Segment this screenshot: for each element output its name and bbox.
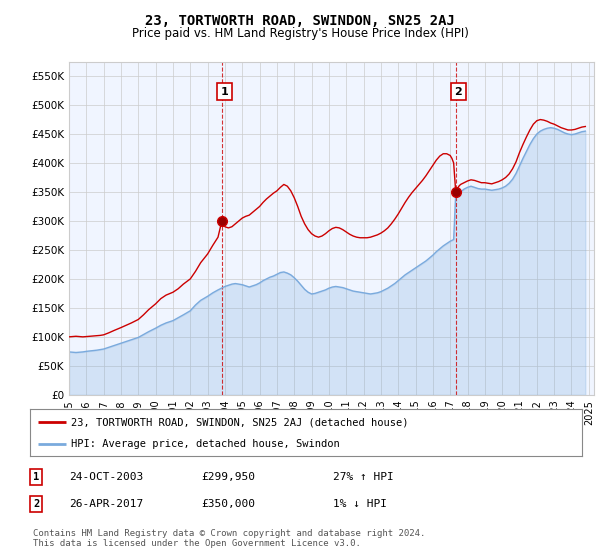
Text: Contains HM Land Registry data © Crown copyright and database right 2024.
This d: Contains HM Land Registry data © Crown c… (33, 529, 425, 548)
Text: 23, TORTWORTH ROAD, SWINDON, SN25 2AJ (detached house): 23, TORTWORTH ROAD, SWINDON, SN25 2AJ (d… (71, 417, 409, 427)
Text: 27% ↑ HPI: 27% ↑ HPI (333, 472, 394, 482)
Text: 1: 1 (221, 87, 228, 96)
Text: 26-APR-2017: 26-APR-2017 (69, 499, 143, 509)
Text: 1: 1 (33, 472, 39, 482)
Text: 2: 2 (454, 87, 462, 96)
Text: 24-OCT-2003: 24-OCT-2003 (69, 472, 143, 482)
Text: 23, TORTWORTH ROAD, SWINDON, SN25 2AJ: 23, TORTWORTH ROAD, SWINDON, SN25 2AJ (145, 14, 455, 28)
Text: HPI: Average price, detached house, Swindon: HPI: Average price, detached house, Swin… (71, 439, 340, 449)
Text: 2: 2 (33, 499, 39, 509)
Text: Price paid vs. HM Land Registry's House Price Index (HPI): Price paid vs. HM Land Registry's House … (131, 27, 469, 40)
Text: £299,950: £299,950 (201, 472, 255, 482)
Text: £350,000: £350,000 (201, 499, 255, 509)
Text: 1% ↓ HPI: 1% ↓ HPI (333, 499, 387, 509)
